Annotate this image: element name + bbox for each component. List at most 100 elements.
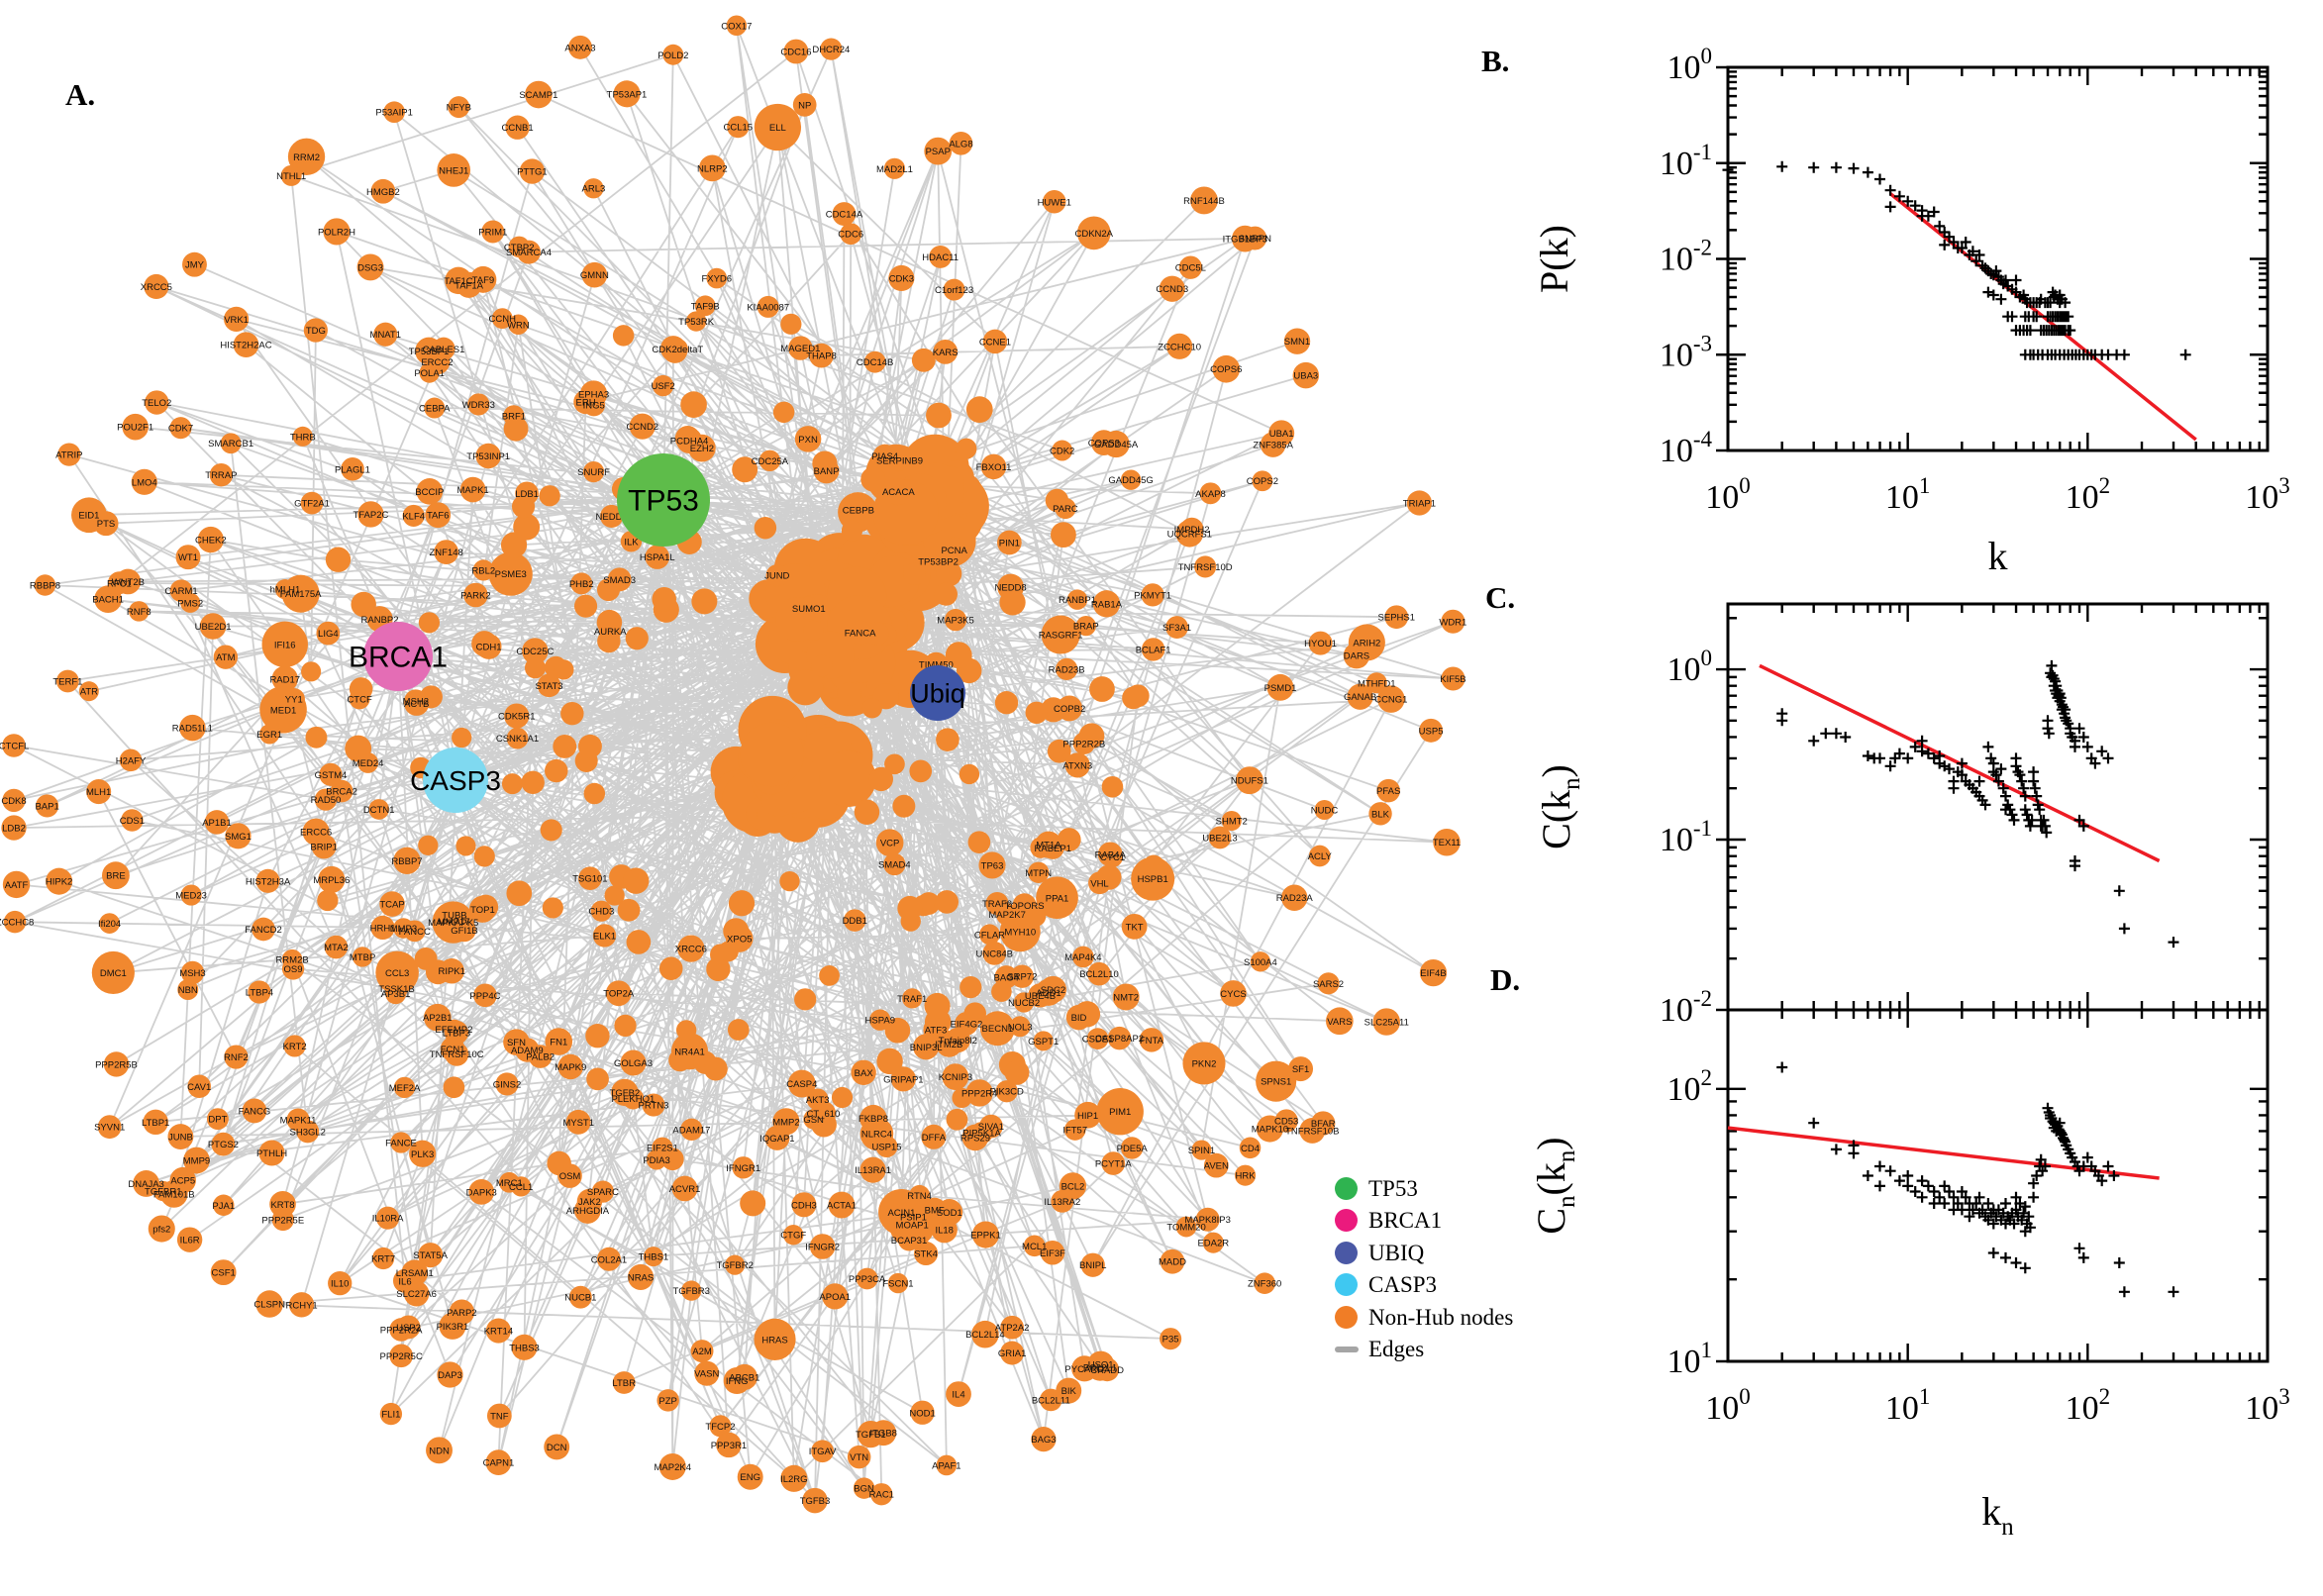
svg-text:ELK1: ELK1	[593, 931, 616, 942]
legend-node-swatch-icon	[1335, 1176, 1358, 1200]
svg-text:KRT14: KRT14	[484, 1327, 513, 1338]
legend-item-brca1: BRCA1	[1335, 1205, 1513, 1238]
svg-text:LRSAM1: LRSAM1	[396, 1268, 434, 1279]
svg-text:NR4A1: NR4A1	[674, 1047, 705, 1057]
chart-B-ticks	[1716, 65, 2270, 452]
svg-text:TCAP: TCAP	[379, 900, 404, 911]
svg-text:BCL2L11: BCL2L11	[1032, 1395, 1070, 1406]
svg-text:FLI1: FLI1	[381, 1410, 400, 1421]
svg-text:CASP4: CASP4	[786, 1079, 817, 1090]
svg-text:MMP2: MMP2	[772, 1117, 799, 1128]
svg-text:VCP: VCP	[880, 839, 900, 849]
svg-text:TAF6: TAF6	[427, 511, 450, 522]
svg-text:AVEN: AVEN	[1204, 1161, 1229, 1172]
svg-text:BCL2L10: BCL2L10	[1079, 969, 1119, 980]
svg-text:MLH1: MLH1	[86, 787, 111, 798]
svg-text:BAG3: BAG3	[1031, 1435, 1056, 1446]
svg-text:STAT5A: STAT5A	[413, 1250, 448, 1261]
svg-text:PPA1: PPA1	[1046, 893, 1069, 904]
svg-text:AKAP8: AKAP8	[1195, 489, 1226, 500]
legend-node-swatch-icon	[1335, 1273, 1358, 1297]
svg-text:ARL3: ARL3	[582, 184, 606, 195]
svg-text:ELL: ELL	[769, 123, 786, 134]
svg-text:BLK: BLK	[1371, 809, 1390, 820]
svg-text:C1orf123: C1orf123	[935, 285, 973, 296]
svg-text:BACH1: BACH1	[92, 595, 124, 606]
hub-label-casp3: CASP3	[410, 765, 501, 796]
svg-text:LIG4: LIG4	[318, 629, 339, 640]
svg-text:PPP3CA: PPP3CA	[849, 1274, 886, 1285]
svg-text:APOA1: APOA1	[819, 1292, 851, 1303]
svg-text:SDC2: SDC2	[1041, 985, 1065, 996]
svg-text:TAF1A: TAF1A	[454, 280, 484, 291]
svg-text:BCCIP: BCCIP	[415, 487, 444, 498]
svg-text:PJA1: PJA1	[212, 1201, 235, 1212]
svg-text:P53AIP1: P53AIP1	[375, 108, 413, 119]
svg-text:NMT2: NMT2	[1113, 992, 1139, 1003]
svg-text:XRCC5: XRCC5	[141, 282, 172, 293]
svg-text:BCL2L14: BCL2L14	[965, 1330, 1005, 1341]
svg-text:TGFBR3: TGFBR3	[672, 1286, 709, 1297]
svg-text:CYC1: CYC1	[1100, 852, 1125, 863]
svg-text:MAP3K5: MAP3K5	[937, 616, 974, 627]
svg-text:CDK7: CDK7	[168, 424, 193, 435]
svg-text:CHEK2: CHEK2	[195, 536, 227, 547]
hub-node-ubiq	[910, 665, 965, 721]
svg-text:MEF2A: MEF2A	[389, 1083, 421, 1094]
svg-text:TGFB2: TGFB2	[610, 1088, 641, 1099]
svg-text:SEPHS1: SEPHS1	[1378, 613, 1416, 624]
svg-text:RNF8: RNF8	[127, 607, 152, 618]
svg-text:POLR2H: POLR2H	[318, 227, 355, 238]
svg-text:BANP: BANP	[814, 466, 840, 477]
svg-text:CCND2: CCND2	[626, 422, 658, 433]
svg-text:MAPK1: MAPK1	[457, 485, 489, 496]
svg-text:MRC1: MRC1	[496, 1178, 523, 1189]
svg-text:10-4: 10-4	[1660, 427, 1713, 469]
svg-text:TGFB1: TGFB1	[856, 1430, 886, 1441]
svg-text:GSN: GSN	[803, 1115, 824, 1126]
svg-text:TRIAP1: TRIAP1	[1403, 498, 1436, 509]
svg-text:TFAP2C: TFAP2C	[353, 510, 388, 521]
svg-text:NDN: NDN	[429, 1446, 450, 1456]
svg-text:DMC1: DMC1	[100, 968, 127, 979]
svg-text:HIST2H3A: HIST2H3A	[246, 876, 291, 887]
svg-text:PARK2: PARK2	[460, 590, 490, 601]
svg-text:TAF9: TAF9	[472, 275, 495, 286]
svg-text:CDH1: CDH1	[476, 643, 502, 653]
svg-text:TUBB: TUBB	[442, 911, 466, 922]
chart-D-frame	[1726, 1008, 2270, 1363]
svg-text:TP63: TP63	[981, 860, 1004, 871]
svg-text:PFAS: PFAS	[1376, 786, 1400, 797]
svg-text:ACTB: ACTB	[404, 699, 429, 710]
svg-text:NDUFS1: NDUFS1	[1231, 776, 1268, 787]
svg-text:CTCFL: CTCFL	[0, 741, 29, 751]
svg-text:SH3GL2: SH3GL2	[290, 1127, 326, 1138]
svg-text:USP2: USP2	[396, 1323, 421, 1334]
svg-text:COPB2: COPB2	[1054, 704, 1085, 715]
svg-text:CCNH: CCNH	[489, 314, 517, 325]
svg-text:NOD1: NOD1	[909, 1408, 935, 1419]
svg-text:SPARC: SPARC	[587, 1187, 619, 1198]
svg-text:SLC27A6: SLC27A6	[396, 1289, 437, 1300]
svg-text:UBA3: UBA3	[1293, 371, 1318, 382]
svg-text:COL2A1: COL2A1	[591, 1254, 627, 1265]
svg-text:SLC25A11: SLC25A11	[1364, 1018, 1409, 1029]
chart-C-data-points	[1776, 659, 2179, 948]
svg-text:ANXA3: ANXA3	[564, 43, 595, 53]
svg-text:IL13RA2: IL13RA2	[1044, 1197, 1080, 1208]
svg-text:ITGAV: ITGAV	[809, 1446, 837, 1457]
svg-text:VTN: VTN	[850, 1452, 868, 1463]
svg-text:CSF1: CSF1	[212, 1268, 236, 1279]
svg-text:USP5: USP5	[1419, 726, 1444, 737]
svg-text:MRPL36: MRPL36	[313, 875, 350, 886]
svg-text:DPT: DPT	[208, 1115, 227, 1126]
svg-text:IFNG: IFNG	[726, 1376, 749, 1387]
svg-text:MAGED1: MAGED1	[780, 344, 820, 354]
svg-text:AKT3: AKT3	[806, 1095, 830, 1106]
svg-text:WT1: WT1	[178, 552, 198, 563]
panel-label-d: D.	[1490, 962, 1521, 997]
svg-text:RPS29: RPS29	[960, 1133, 990, 1144]
svg-text:BFAR: BFAR	[1311, 1119, 1336, 1130]
svg-text:MOAP1: MOAP1	[896, 1220, 929, 1231]
